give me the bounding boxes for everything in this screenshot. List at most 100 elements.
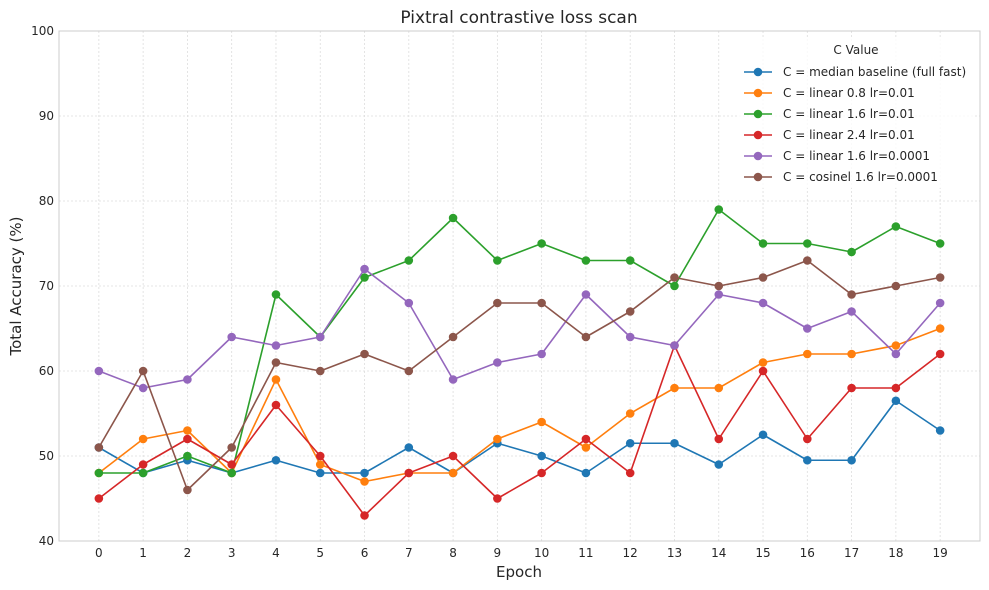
legend-items: C = median baseline (full fast) C = linea… bbox=[744, 65, 966, 184]
data-point bbox=[271, 341, 281, 350]
data-point bbox=[803, 324, 812, 333]
data-point bbox=[537, 298, 546, 308]
data-point bbox=[537, 417, 546, 427]
x-tick-label: 13 bbox=[667, 546, 682, 560]
data-point bbox=[758, 298, 768, 308]
data-point bbox=[227, 460, 236, 469]
data-point bbox=[271, 400, 281, 410]
x-tick-label: 8 bbox=[449, 546, 457, 560]
data-point bbox=[537, 451, 546, 461]
y-tick-label: 50 bbox=[39, 449, 54, 463]
y-tick-label: 60 bbox=[39, 364, 54, 378]
data-point bbox=[271, 455, 281, 465]
data-point bbox=[670, 341, 679, 350]
data-point bbox=[803, 239, 812, 248]
data-point bbox=[360, 477, 369, 486]
y-tick-label: 70 bbox=[39, 279, 54, 293]
data-point bbox=[847, 349, 856, 359]
data-point bbox=[448, 375, 458, 384]
data-point bbox=[803, 256, 812, 265]
data-point bbox=[404, 298, 414, 308]
data-point bbox=[94, 443, 104, 452]
legend-item: C = median baseline (full fast) bbox=[744, 65, 966, 79]
data-point bbox=[493, 434, 502, 444]
data-point bbox=[537, 239, 546, 248]
data-point bbox=[581, 434, 591, 444]
data-point bbox=[847, 455, 856, 465]
data-point bbox=[935, 426, 945, 435]
data-point bbox=[183, 434, 192, 444]
data-point bbox=[581, 332, 591, 342]
data-point bbox=[670, 273, 679, 282]
data-point bbox=[315, 460, 325, 469]
legend-marker bbox=[753, 130, 763, 140]
data-point bbox=[493, 358, 502, 367]
chart-title: Pixtral contrastive loss scan bbox=[400, 8, 637, 28]
data-point bbox=[138, 460, 148, 469]
x-tick-label: 15 bbox=[755, 546, 770, 560]
legend-item: C = linear 0.8 lr=0.01 bbox=[744, 86, 915, 100]
data-point bbox=[138, 434, 148, 444]
data-point bbox=[448, 332, 458, 342]
data-point bbox=[581, 443, 591, 452]
data-point bbox=[404, 256, 414, 265]
legend-label: C = linear 0.8 lr=0.01 bbox=[783, 86, 915, 100]
data-point bbox=[183, 485, 192, 495]
legend-label: C = cosinel 1.6 lr=0.0001 bbox=[783, 170, 938, 184]
x-tick-label: 2 bbox=[184, 546, 192, 560]
data-point bbox=[360, 273, 369, 282]
data-point bbox=[670, 281, 679, 291]
data-point bbox=[714, 434, 724, 444]
data-point bbox=[891, 383, 901, 393]
data-point bbox=[581, 256, 591, 265]
legend-marker bbox=[753, 172, 763, 182]
data-point bbox=[758, 358, 768, 367]
data-point bbox=[758, 430, 768, 440]
x-tick-label: 7 bbox=[405, 546, 413, 560]
data-point bbox=[847, 383, 856, 393]
data-point bbox=[891, 349, 901, 359]
data-point bbox=[625, 332, 635, 342]
data-point bbox=[360, 264, 369, 274]
x-tick-label: 3 bbox=[228, 546, 236, 560]
data-point bbox=[360, 349, 369, 359]
data-point bbox=[404, 443, 414, 452]
data-point bbox=[581, 290, 591, 299]
data-point bbox=[537, 468, 546, 478]
legend-marker bbox=[753, 88, 763, 98]
data-point bbox=[670, 383, 679, 393]
data-point bbox=[227, 332, 236, 342]
x-tick-label: 9 bbox=[494, 546, 502, 560]
data-point bbox=[360, 468, 369, 478]
legend-item: C = linear 2.4 lr=0.01 bbox=[744, 128, 915, 142]
data-point bbox=[227, 468, 236, 478]
data-point bbox=[935, 324, 945, 333]
data-point bbox=[803, 434, 812, 444]
legend-marker bbox=[753, 151, 763, 161]
x-tick-label: 19 bbox=[933, 546, 948, 560]
series-line bbox=[98, 344, 941, 517]
legend-item: C = linear 1.6 lr=0.01 bbox=[744, 107, 915, 121]
data-point bbox=[138, 366, 148, 376]
data-point bbox=[803, 455, 812, 465]
legend-marker bbox=[753, 67, 763, 77]
data-point bbox=[183, 426, 192, 435]
data-point bbox=[271, 358, 281, 367]
data-point bbox=[625, 307, 635, 316]
y-tick-label: 40 bbox=[39, 534, 54, 548]
x-tick-label: 17 bbox=[844, 546, 859, 560]
y-tick-label: 100 bbox=[31, 24, 54, 38]
data-point bbox=[625, 256, 635, 265]
x-tick-label: 10 bbox=[534, 546, 549, 560]
legend: C Value C = median baseline (full fast)C… bbox=[738, 38, 974, 188]
data-point bbox=[935, 298, 945, 308]
legend-marker bbox=[753, 109, 763, 119]
data-point bbox=[315, 332, 325, 342]
data-point bbox=[891, 341, 901, 350]
x-tick-label: 12 bbox=[623, 546, 638, 560]
data-point bbox=[891, 281, 901, 291]
x-tick-label: 14 bbox=[711, 546, 726, 560]
legend-item: C = cosinel 1.6 lr=0.0001 bbox=[744, 170, 938, 184]
data-point bbox=[271, 375, 281, 384]
